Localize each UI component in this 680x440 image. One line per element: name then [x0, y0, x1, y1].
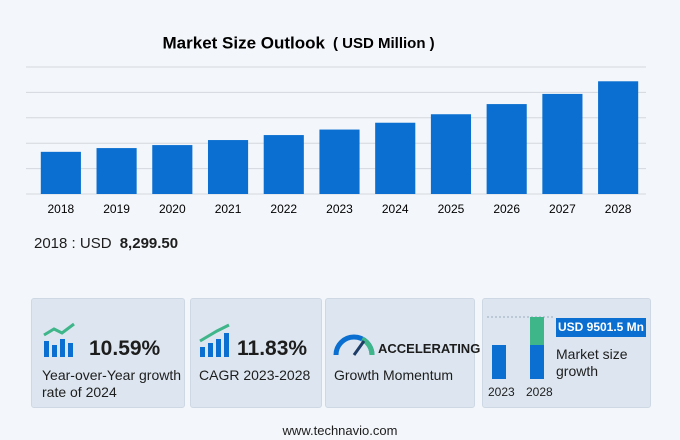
card: 11.83% CAGR 2023-2028: [190, 298, 322, 408]
chart: Market Size Outlook ( USD Million ) 2018…: [26, 33, 646, 216]
bar: [430, 114, 472, 194]
x-tick-label: 2025: [438, 202, 465, 216]
x-tick-label: 2020: [159, 202, 186, 216]
bar: [152, 145, 193, 194]
icon: [43, 322, 75, 357]
card-label: Growth Momentum: [334, 367, 454, 383]
footer: www.technavio.com: [282, 423, 398, 438]
x-tick-label: 2018: [48, 202, 75, 216]
chart-unit: ( USD Million ): [333, 35, 435, 52]
bar: [486, 104, 527, 194]
card: ACCELERATING Growth Momentum: [325, 298, 480, 408]
bar: [96, 148, 137, 194]
bar: [542, 93, 583, 194]
summary: 2018 : USD 8,299.50: [34, 235, 178, 252]
chart-title: Market Size Outlook: [163, 33, 326, 52]
bar: [207, 140, 249, 194]
card-label: Market size growth: [556, 346, 628, 379]
icon: [333, 334, 375, 356]
icon: [487, 316, 553, 379]
card-value: 10.59%: [89, 337, 161, 360]
summary-value: 8,299.50: [119, 235, 179, 252]
year-label: 2028: [526, 385, 553, 399]
bar: [40, 151, 81, 194]
bar: [375, 122, 416, 194]
year-label: 2023: [488, 385, 515, 399]
bar: [263, 135, 304, 194]
badge: USD 9501.5 Mn: [556, 318, 646, 337]
x-tick-label: 2023: [326, 202, 353, 216]
x-tick-label: 2026: [493, 202, 520, 216]
card: 10.59% Year-over-Year growth rate of 202…: [31, 298, 185, 408]
card-value: 11.83%: [237, 337, 308, 360]
bar: [319, 129, 360, 194]
x-tick-label: 2021: [215, 202, 242, 216]
summary-label: 2018 : USD: [34, 235, 112, 252]
x-tick-label: 2028: [605, 202, 632, 216]
x-tick-label: 2027: [549, 202, 576, 216]
card: USD 9501.5 Mn 2023 2028 Market size grow…: [482, 298, 651, 408]
x-tick-label: 2022: [270, 202, 297, 216]
card-value: ACCELERATING: [378, 341, 481, 356]
icon: [199, 323, 230, 357]
card-label: Year-over-Year growth rate of 2024: [42, 367, 182, 400]
x-tick-label: 2019: [103, 202, 130, 216]
bar: [598, 81, 639, 194]
x-tick-label: 2024: [382, 202, 409, 216]
card-label: CAGR 2023-2028: [199, 367, 311, 383]
